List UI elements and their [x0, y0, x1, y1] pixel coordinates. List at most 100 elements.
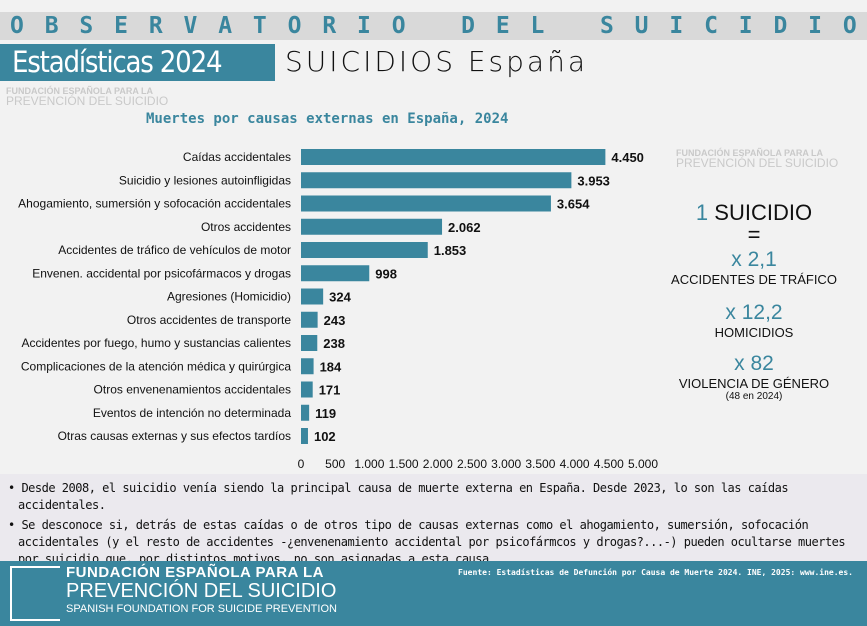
category-label: Eventos de intención no determinada — [93, 406, 291, 420]
value-label: 1.853 — [434, 243, 467, 258]
value-label: 2.062 — [448, 220, 481, 235]
x-tick-label: 5.000 — [628, 457, 658, 470]
band-letter: E — [114, 13, 128, 39]
equals-sign: = — [747, 222, 761, 247]
bar — [301, 358, 314, 375]
category-label: Complicaciones de la atención médica y q… — [21, 359, 291, 373]
watermark: FUNDACIÓN ESPAÑOLA PARA LA PREVENCIÓN DEL… — [6, 86, 169, 108]
category-label: Agresiones (Homicidio) — [167, 290, 291, 304]
category-label: Caídas accidentales — [183, 150, 291, 164]
x-tick-label: 3.500 — [525, 457, 555, 470]
source-text: Fuente: Estadísticas de Defunción por Ca… — [458, 568, 853, 577]
x-tick-label: 1.500 — [389, 457, 419, 470]
category-label: Otros envenenamientos accidentales — [94, 383, 291, 397]
x-tick-label: 2.000 — [423, 457, 453, 470]
band-letter: O — [842, 13, 857, 39]
label-violencia: VIOLENCIA DE GÉNERO — [678, 376, 830, 391]
band-letter — [426, 13, 440, 39]
bar — [301, 242, 428, 258]
band-letter: C — [704, 13, 718, 39]
watermark: FUNDACIÓN ESPAÑOLA PARA LA PREVENCIÓN DEL… — [676, 148, 839, 170]
value-label: 184 — [320, 359, 342, 374]
logo-frame — [10, 566, 60, 621]
mult-homicidios: x 12,2 — [725, 301, 783, 324]
band-letter: D — [461, 13, 475, 39]
bar — [301, 428, 308, 444]
bar — [301, 404, 310, 421]
x-tick-label: 1.000 — [354, 457, 384, 470]
bar — [301, 172, 572, 189]
bar — [301, 381, 313, 398]
bar — [301, 265, 370, 282]
band-letter — [565, 13, 579, 39]
bar — [301, 288, 324, 305]
footer: FUNDACIÓN ESPAÑOLA PARA LA PREVENCIÓN DE… — [0, 561, 867, 626]
band-letter: L — [530, 13, 545, 39]
value-label: 324 — [329, 290, 351, 305]
x-tick-label: 3.000 — [491, 457, 521, 470]
band-letter: O — [287, 13, 302, 39]
value-label: 3.654 — [557, 197, 590, 212]
label-trafico: ACCIDENTES DE TRÁFICO — [671, 272, 837, 287]
band-letter: U — [634, 13, 649, 39]
band-letter: O — [10, 13, 24, 39]
band-letter: I — [357, 13, 371, 39]
bar-chart: Caídas accidentales 4.450 Suicidio y lesio… — [18, 149, 658, 470]
band-letter: O — [391, 13, 406, 39]
category-label: Otros accidentes de transporte — [127, 313, 291, 327]
x-tick-label: 4.000 — [560, 457, 590, 470]
x-tick-label: 500 — [325, 457, 345, 470]
band-letter: R — [322, 13, 337, 39]
band-letter: E — [495, 13, 510, 39]
value-label: 119 — [315, 406, 336, 421]
footer-line1: FUNDACIÓN ESPAÑOLA PARA LA — [66, 564, 324, 581]
one-number: 1 — [695, 200, 709, 225]
bar — [301, 149, 606, 165]
band-letter: A — [218, 13, 233, 39]
band-letter: V — [183, 13, 198, 39]
value-label: 238 — [323, 336, 345, 351]
x-tick-label: 4.500 — [594, 457, 624, 470]
band-letter: I — [808, 13, 823, 39]
mult-violencia: x 82 — [734, 352, 774, 375]
x-tick-label: 0 — [298, 457, 305, 470]
value-label: 171 — [319, 383, 341, 398]
x-tick-label: 2.500 — [457, 457, 487, 470]
band-letter: I — [738, 13, 753, 39]
note-violencia: (48 en 2024) — [725, 391, 783, 402]
label-homicidios: HOMICIDIOS — [714, 325, 794, 340]
category-label: Otros accidentes — [201, 220, 291, 234]
note-item: • Desde 2008, el suicidio venía siendo l… — [8, 481, 789, 512]
value-label: 4.450 — [611, 150, 644, 165]
band-letter: B — [44, 13, 59, 39]
band-letter: T — [252, 13, 267, 39]
bar — [301, 335, 318, 351]
category-label: Envenen. accidental por psicofármacos y … — [32, 266, 291, 280]
bar — [301, 218, 443, 235]
page-subtitle: SUICIDIOS España — [285, 45, 588, 78]
value-label: 3.953 — [577, 173, 610, 188]
bar — [301, 311, 318, 328]
band-letter: S — [599, 13, 614, 39]
bar — [301, 195, 551, 212]
footer-line3: SPANISH FOUNDATION FOR SUICIDE PREVENTIO… — [66, 603, 337, 615]
category-label: Suicidio y lesiones autoinfligidas — [119, 173, 291, 187]
band-letter: I — [669, 13, 684, 39]
value-label: 998 — [375, 266, 397, 281]
band-letter: D — [773, 13, 788, 39]
chart-title: Muertes por causas externas en España, 2… — [146, 111, 509, 127]
comparison-panel: 1 SUICIDIO = x 2,1 ACCIDENTES DE TRÁFICO… — [641, 200, 867, 402]
category-label: Accidentes de tráfico de vehículos de mo… — [58, 243, 291, 257]
category-label: Accidentes por fuego, humo y sustancias … — [22, 336, 291, 350]
category-label: Ahogamiento, sumersión y sofocación acci… — [18, 197, 291, 211]
band-letter: R — [148, 13, 163, 39]
stats-label: Estadísticas 2024 — [0, 44, 275, 81]
value-label: 243 — [324, 313, 346, 328]
suicidio-label: SUICIDIO — [714, 200, 813, 225]
footer-line2: PREVENCIÓN DEL SUICIDIO — [66, 580, 337, 602]
value-label: 102 — [314, 429, 336, 444]
category-label: Otras causas externas y sus efectos tard… — [58, 429, 291, 443]
notes-list: • Desde 2008, el suicidio venía siendo l… — [0, 474, 867, 566]
band-letter: S — [79, 13, 94, 39]
